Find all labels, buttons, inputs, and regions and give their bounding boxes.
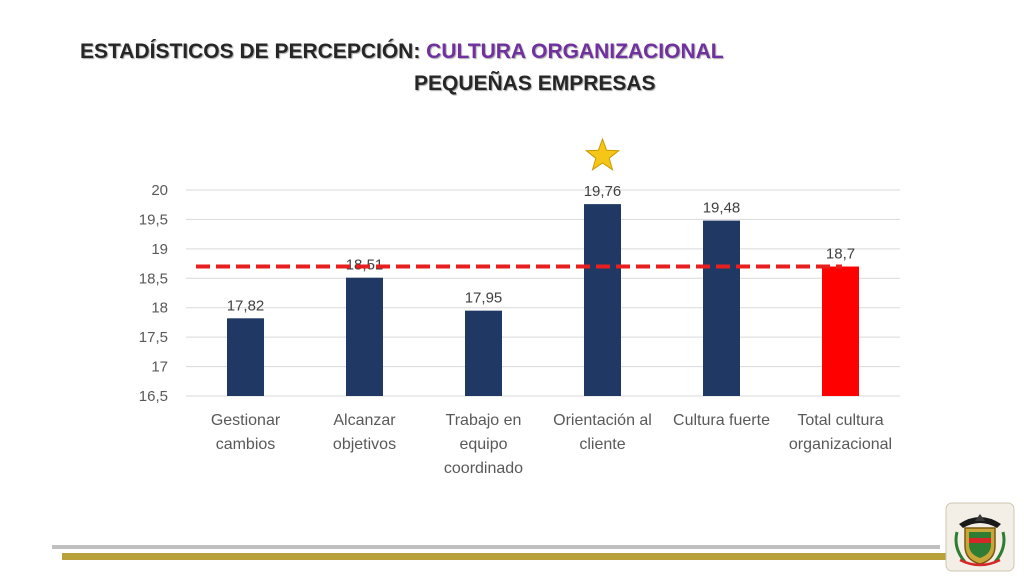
- star-icon: [584, 137, 621, 171]
- x-tick-label: Total cultura: [797, 412, 883, 429]
- x-tick-label: Alcanzar: [333, 412, 396, 429]
- x-tick-label: Cultura fuerte: [673, 412, 770, 429]
- data-label: 19,48: [703, 200, 741, 217]
- bar: [703, 220, 740, 396]
- data-label: 17,82: [227, 297, 265, 314]
- y-tick-label: 19,5: [139, 211, 168, 228]
- y-tick-label: 19: [151, 241, 168, 258]
- bar: [584, 204, 621, 396]
- data-label: 17,95: [465, 290, 503, 307]
- university-emblem: [945, 502, 1015, 572]
- x-tick-label: cliente: [579, 436, 625, 453]
- y-tick-label: 16,5: [139, 388, 168, 405]
- y-tick-label: 17: [151, 359, 168, 376]
- data-label: 18,7: [826, 246, 855, 263]
- x-tick-label: Orientación al: [553, 412, 652, 429]
- title-prefix: ESTADÍSTICOS DE PERCEPCIÓN:: [80, 40, 427, 63]
- bar-chart: 16,5 17 17,5 18 18,5 19 19,5 20 17,82 Gestionar ca…: [139, 137, 900, 477]
- x-tick-label: organizacional: [789, 436, 892, 453]
- x-tick-label: objetivos: [333, 436, 396, 453]
- footer-gray-rule: [52, 545, 940, 549]
- x-tick-label: Trabajo en: [446, 412, 522, 429]
- chart-subtitle: PEQUEÑAS EMPRESAS: [414, 72, 656, 95]
- x-tick-label: cambios: [216, 436, 276, 453]
- title-accent: CULTURA ORGANIZACIONAL: [426, 40, 724, 63]
- chart-title: ESTADÍSTICOS DE PERCEPCIÓN: CULTURA ORGA…: [80, 38, 724, 66]
- x-tick-label: coordinado: [444, 460, 523, 477]
- y-tick-label: 18: [151, 300, 168, 317]
- bar: [822, 266, 859, 396]
- bar: [346, 277, 383, 396]
- bar: [227, 318, 264, 396]
- x-tick-label: Gestionar: [211, 412, 281, 429]
- y-tick-label: 18,5: [139, 270, 168, 287]
- x-tick-label: equipo: [459, 436, 507, 453]
- footer-gold-rule: [62, 553, 947, 560]
- data-label: 19,76: [584, 183, 622, 200]
- bar: [465, 310, 502, 396]
- y-tick-label: 17,5: [139, 329, 168, 346]
- y-tick-label: 20: [151, 182, 168, 199]
